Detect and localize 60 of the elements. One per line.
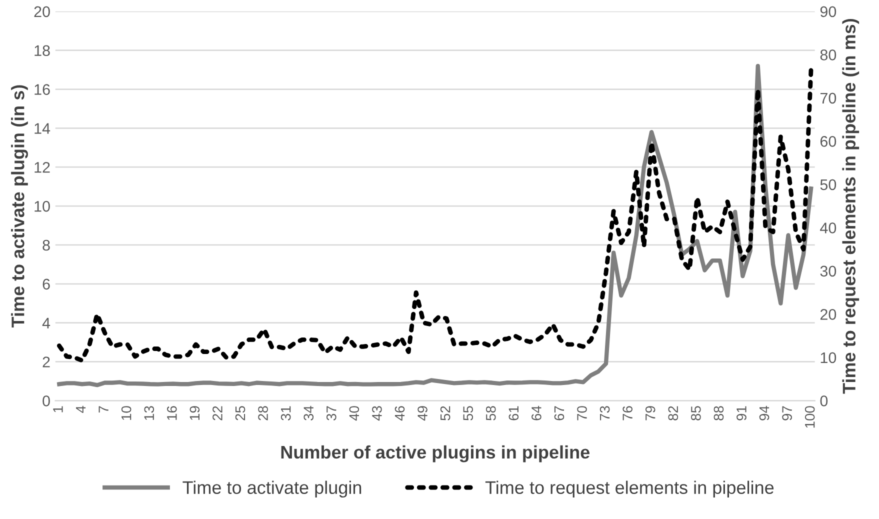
- x-tick-label: 88: [714, 406, 724, 420]
- x-tick-label: 85: [691, 406, 701, 420]
- x-tick-label: 7: [98, 406, 108, 413]
- x-tick-label: 28: [258, 406, 268, 420]
- x-tick-label: 58: [486, 406, 496, 420]
- x-tick-label: 46: [394, 406, 405, 421]
- x-axis-title: Number of active plugins in pipeline: [281, 445, 590, 462]
- y2-tick-label: 0: [820, 396, 828, 406]
- y-tick-label: 2: [42, 356, 50, 368]
- x-tick-label: 4: [76, 406, 86, 413]
- x-tick-label: 100: [804, 406, 815, 428]
- y-tick-label: 4: [42, 318, 50, 328]
- x-tick-label: 64: [532, 406, 542, 420]
- x-tick-label: 10: [121, 406, 132, 420]
- x-tick-label: 37: [326, 406, 336, 420]
- y-tick-label: 20: [34, 6, 50, 18]
- y2-tick-label: 10: [820, 352, 836, 364]
- x-tick-label: 19: [190, 406, 200, 420]
- x-tick-label: 67: [554, 406, 564, 420]
- legend-label: Time to request elements in pipeline: [485, 480, 774, 498]
- y2-axis-title: Time to request elements in pipeline (in ms): [842, 18, 860, 394]
- y2-tick-label: 80: [820, 50, 836, 60]
- x-tick-label: 55: [463, 406, 474, 420]
- y2-tick-label: 70: [820, 92, 836, 104]
- x-tick-label: 40: [349, 406, 360, 421]
- y2-tick-label: 40: [820, 222, 836, 234]
- x-tick-label: 76: [622, 406, 632, 420]
- y-axis-title: Time to activate plugin (in s): [11, 85, 28, 328]
- x-tick-label: 94: [759, 406, 770, 420]
- y-tick-label: 0: [42, 396, 50, 406]
- y2-tick-label: 60: [820, 136, 836, 147]
- x-tick-label: 13: [144, 406, 154, 420]
- y-tick-label: 14: [34, 123, 50, 134]
- y-tick-label: 6: [42, 278, 50, 290]
- x-tick-label: 82: [668, 406, 678, 420]
- y2-tick-label: 30: [820, 266, 836, 277]
- legend-label: Time to activate plugin: [182, 480, 362, 498]
- x-tick-label: 25: [235, 406, 246, 420]
- x-tick-label: 97: [782, 406, 792, 420]
- y-tick-label: 10: [34, 200, 50, 212]
- x-tick-label: 91: [736, 406, 746, 420]
- x-tick-label: 61: [508, 406, 519, 420]
- x-tick-label: 52: [440, 406, 450, 420]
- y2-tick-label: 20: [820, 309, 836, 320]
- y-tick-label: 18: [34, 45, 50, 56]
- x-tick-label: 79: [645, 406, 656, 420]
- x-tick-label: 1: [53, 406, 63, 412]
- y-tick-label: 16: [34, 84, 50, 95]
- x-tick-label: 49: [418, 406, 428, 421]
- x-tick-label: 70: [577, 406, 587, 420]
- x-tick-label: 31: [280, 406, 291, 420]
- y-tick-label: 12: [34, 162, 50, 173]
- x-tick-label: 73: [600, 406, 610, 420]
- y2-tick-label: 90: [820, 6, 836, 18]
- x-tick-label: 43: [372, 406, 382, 421]
- x-tick-label: 34: [304, 406, 314, 420]
- y-tick-label: 8: [42, 240, 50, 251]
- x-tick-label: 16: [166, 406, 177, 420]
- x-tick-label: 22: [212, 406, 222, 420]
- y2-tick-label: 50: [820, 179, 836, 190]
